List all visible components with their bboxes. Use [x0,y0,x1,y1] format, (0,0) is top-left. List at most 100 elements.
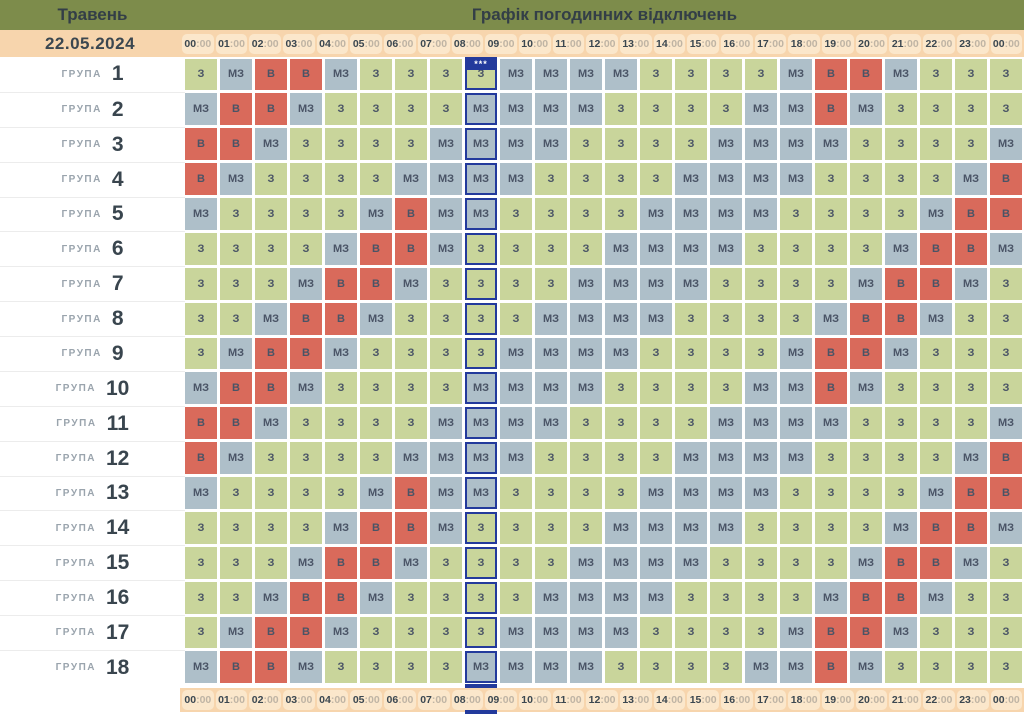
hour-cell: З [955,616,987,649]
hour-text: 15 [689,37,702,50]
group-label-text: ГРУПА [61,243,102,255]
hour-cell: МЗ [815,302,847,335]
minutes-text: :00 [532,37,549,50]
hour-cell: З [500,302,532,335]
hour-cell: З [605,93,637,126]
hour-cell: З [745,337,777,370]
hour-cell: З [325,198,357,230]
hour-cell: З [360,128,392,161]
hour-cell: МЗ [780,163,812,195]
hour-text: 11 [555,37,567,50]
hour-cell: В [360,511,392,544]
hour-cell: З [395,93,427,126]
hour-cell: З [640,128,672,161]
hour-chip: 18:00 [788,33,821,54]
group-row: ГРУПА 12 В МЗ З З З З МЗ МЗ МЗ МЗ З З З З МЗ МЗ МЗ МЗ З З З З МЗ… [0,440,1024,476]
hour-cell: В [325,581,357,614]
minutes-text: :00 [263,694,279,706]
hour-cell: З [780,581,812,614]
hour-chip: 05:00 [350,33,383,54]
hour-cell: З [465,511,497,544]
hour-chip: 06:00 [384,690,416,710]
hour-text: 08 [453,37,466,50]
hour-text: 16 [723,37,736,50]
hour-cell: МЗ [920,477,952,509]
hour-cell: МЗ [500,442,532,474]
hour-cell: З [955,407,987,440]
hour-cell: МЗ [640,232,672,265]
hour-chip: 08:00 [451,33,484,54]
hour-cell: З [255,477,287,509]
hour-cell: З [640,163,672,195]
hour-cell: МЗ [885,232,917,265]
group-label: ГРУПА 11 [0,405,185,441]
hour-cell: МЗ [325,58,357,91]
minutes-text: :00 [499,37,515,50]
hour-cell: МЗ [360,581,392,614]
hour-cell: З [885,442,917,474]
hour-chips-bottom: 00:00 01:00 02:00 03:00 04:00 05:00 06:00 07:00… [180,688,1024,712]
hour-text: 07 [420,694,432,706]
group-label: ГРУПА 10 [0,370,185,406]
hour-cell: З [710,546,742,579]
hour-cell: МЗ [430,163,462,195]
hour-cell: МЗ [465,477,497,509]
time-footer-row: 00:00 01:00 02:00 03:00 04:00 05:00 06:00 07:00… [180,688,1024,712]
hour-cell: МЗ [220,163,252,195]
hour-cell: МЗ [570,581,602,614]
hour-cell: В [290,302,322,335]
hour-cell: В [815,337,847,370]
hour-text: 23 [959,694,971,706]
hour-cell: МЗ [465,407,497,440]
hour-cell: З [185,267,217,300]
minutes-text: :00 [768,694,784,706]
current-hour-marker-underline [465,684,497,688]
group-cells: В МЗ З З З З МЗ МЗ МЗ МЗ З З З З МЗ МЗ МЗ МЗ З З З З МЗ В [185,162,1024,197]
group-cells: МЗ В В МЗ З З З З МЗ МЗ МЗ МЗ З З З З МЗ МЗ В МЗ З З З З [185,371,1024,406]
hour-cell: МЗ [535,581,567,614]
hour-cell: В [990,442,1022,474]
hour-cell: З [745,232,777,265]
hour-cell: З [710,372,742,405]
hour-chips-top: 00:00 01:00 02:00 03:00 04:00 05:00 06:00 07:00… [180,30,1024,57]
group-label: ГРУПА 12 [0,440,185,476]
hour-cell: З [850,477,882,509]
hour-cell: З [990,267,1022,300]
title-cell: Графік погодинних відключень [185,0,1024,30]
hour-chip: 08:00 [451,690,484,710]
hour-cell: В [220,93,252,126]
hour-cell: З [255,511,287,544]
hour-cell: З [465,546,497,579]
hour-cell: З [430,337,462,370]
group-number: 9 [111,341,124,365]
hour-chip: 15:00 [687,33,719,54]
hour-cell: З [360,337,392,370]
hour-cell: З [920,163,952,195]
hour-chip: 09:00 [485,33,517,54]
hour-cell: МЗ [955,163,987,195]
minutes-text: :00 [600,694,616,706]
group-cells: З МЗ В В МЗ З З З З МЗ МЗ МЗ МЗ З З З З МЗ В В МЗ З З З [185,615,1024,650]
hour-cell: В [815,616,847,649]
hour-cell: МЗ [885,58,917,91]
hour-cell: З [815,511,847,544]
hour-cell: З [920,651,952,684]
hour-cell: МЗ [395,442,427,474]
minutes-text: :00 [768,37,784,50]
hour-cell: З [920,93,952,126]
hour-chip: 18:00 [788,690,821,710]
hour-cell: З [640,442,672,474]
hour-text: 03 [285,37,298,50]
hour-cell: МЗ [500,58,532,91]
month-cell: Травень [0,0,185,30]
hour-cell: В [815,651,847,684]
hour-cell: В [850,581,882,614]
hour-cell: МЗ [395,546,427,579]
hour-cell: З [290,198,322,230]
hour-cell: З [325,651,357,684]
hour-cell: МЗ [395,267,427,300]
hour-cell: З [290,163,322,195]
hour-cell: МЗ [535,302,567,335]
hour-cell: В [255,93,287,126]
current-hour-marker-top: *** [465,57,497,70]
